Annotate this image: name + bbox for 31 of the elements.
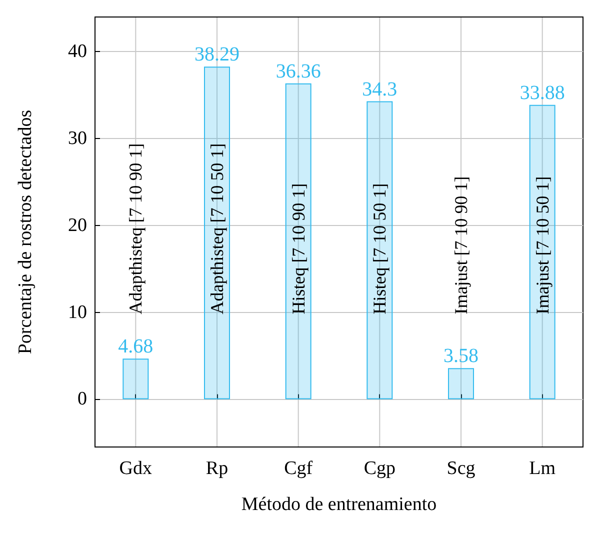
y-tick-label: 20 xyxy=(68,214,87,236)
bar xyxy=(529,104,556,400)
y-tick-label: 40 xyxy=(68,41,87,62)
x-axis-title: Método de entrenamiento xyxy=(241,494,437,515)
annotation: Imajust [7 10 90 1] xyxy=(451,176,471,314)
x-tick-label: Scg xyxy=(446,458,476,479)
bar xyxy=(366,101,393,400)
data-label: 38.29 xyxy=(194,44,240,66)
annotation: Imajust [7 10 50 1] xyxy=(532,176,552,314)
x-tick-label: Gdx xyxy=(119,458,153,479)
x-tick-label: Rp xyxy=(206,458,228,479)
annotation: Histeq [7 10 50 1] xyxy=(370,183,390,314)
y-tick-label: 10 xyxy=(68,302,87,323)
x-tick-label: Cgf xyxy=(284,458,314,479)
y-tick-label: 30 xyxy=(68,128,87,150)
bar xyxy=(448,368,474,400)
bar xyxy=(285,83,312,400)
data-label: 34.3 xyxy=(362,78,398,100)
data-label: 3.58 xyxy=(444,345,478,368)
annotation: Histeq [7 10 90 1] xyxy=(288,183,308,314)
annotation: Adapthisteq [7 10 50 1] xyxy=(207,143,227,314)
y-tick-label: 0 xyxy=(78,388,87,410)
x-tick-label: Lm xyxy=(529,458,556,479)
data-label: 4.68 xyxy=(118,336,154,358)
data-label: 36.36 xyxy=(276,60,321,82)
bar xyxy=(204,66,230,400)
data-label: 33.88 xyxy=(520,82,565,104)
annotation: Adapthisteq [7 10 90 1] xyxy=(126,143,146,314)
x-tick-label: Cgp xyxy=(364,458,396,479)
y-axis-title: Porcentaje de rostros detectados xyxy=(15,110,36,354)
bar xyxy=(122,358,149,400)
